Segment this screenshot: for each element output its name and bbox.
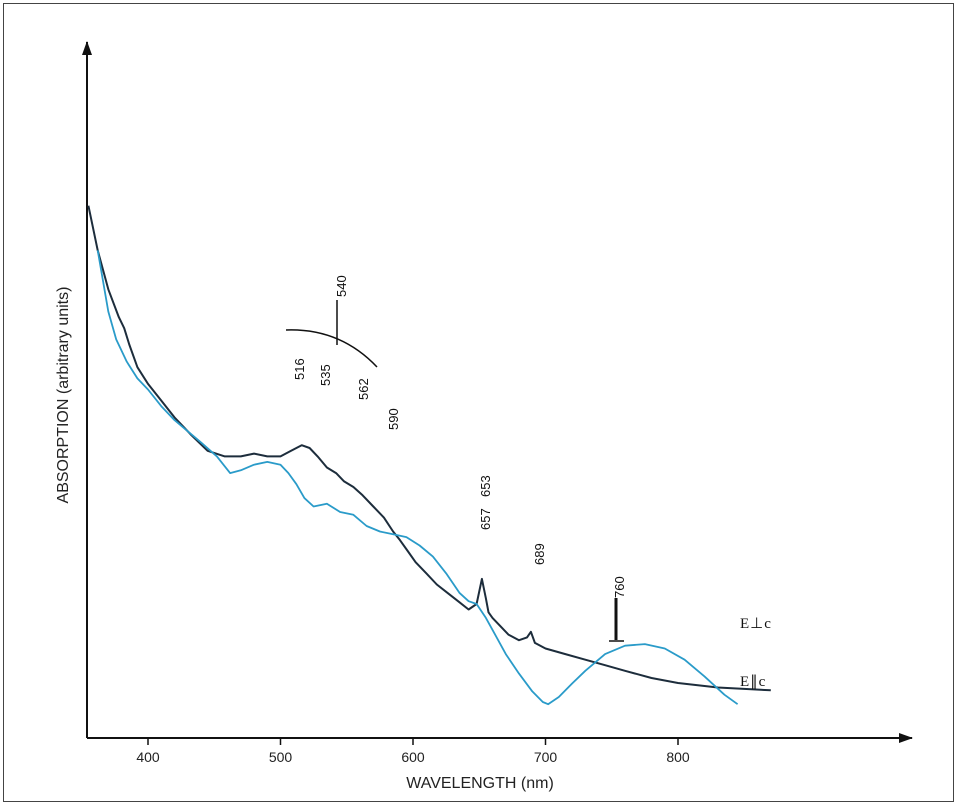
x-tick-label-600: 600: [401, 749, 425, 765]
peak-label-657: 657: [478, 508, 493, 530]
peak-label-516: 516: [292, 358, 307, 380]
x-axis-title: WAVELENGTH (nm): [406, 775, 554, 792]
peak-label-535: 535: [318, 364, 333, 386]
figure-frame: [3, 3, 954, 802]
x-tick-group: 400 500 600 700 800: [136, 738, 690, 765]
series-label-parallel: E∥c: [740, 674, 766, 690]
peak-label-562: 562: [356, 378, 371, 400]
peak-label-590: 590: [386, 408, 401, 430]
series-line-perpendicular: [87, 205, 771, 692]
peak-label-760: 760: [612, 576, 627, 598]
series-line-parallel: [96, 250, 739, 706]
series-label-perpendicular: E⊥c: [740, 616, 772, 632]
annotation-arc-540: [285, 329, 378, 368]
peak-label-540: 540: [334, 275, 349, 297]
series-group: [87, 205, 771, 706]
x-tick-label-500: 500: [269, 749, 293, 765]
x-tick-label-800: 800: [666, 749, 690, 765]
peak-label-653: 653: [478, 475, 493, 497]
y-axis-title: ABSORPTION (arbitrary units): [55, 287, 72, 504]
x-tick-label-700: 700: [534, 749, 558, 765]
peak-label-689: 689: [532, 543, 547, 565]
x-tick-label-400: 400: [136, 749, 160, 765]
